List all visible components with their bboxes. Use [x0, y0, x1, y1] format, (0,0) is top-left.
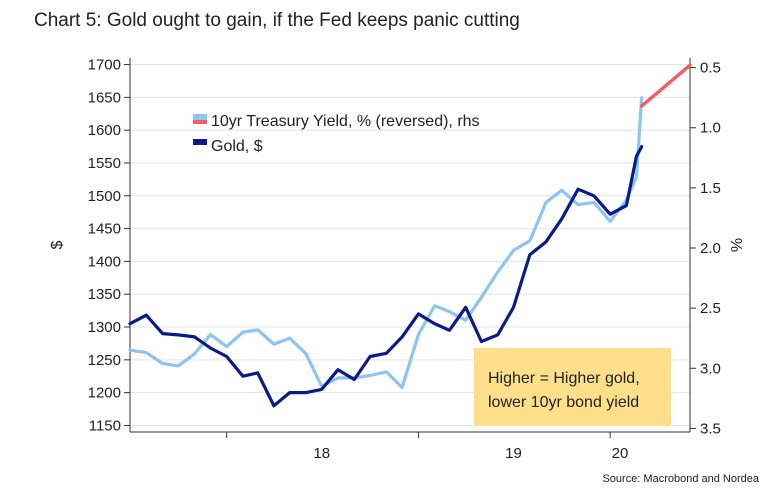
y-axis-right-label: %: [729, 238, 746, 252]
axes: [129, 58, 691, 433]
legend-swatch: [193, 139, 207, 145]
annotation-box: Higher = Higher gold, lower 10yr bond yie…: [474, 348, 671, 426]
y-tick-label: 1700: [88, 57, 121, 74]
source-note: Source: Macrobond and Nordea: [602, 473, 759, 485]
y-axis-left-ticks: 1150 1200 1250 1300 1350 1400 1450 1500 1550 1600…: [88, 57, 130, 434]
x-tick-label: 19: [505, 445, 522, 462]
y-right-tick-label: 3.5: [700, 420, 721, 437]
y-right-tick-label: 1.0: [700, 120, 721, 137]
y-right-tick-label: 2.5: [700, 300, 721, 317]
x-tick-label: 18: [313, 445, 330, 462]
annotation-background: [474, 348, 671, 426]
y-tick-label: 1600: [88, 122, 121, 139]
y-tick-label: 1400: [88, 253, 121, 270]
y-tick-label: 1500: [88, 188, 121, 205]
series-lines: [128, 63, 692, 408]
x-axis-ticks: 18 19 20: [226, 432, 629, 462]
y-tick-label: 1250: [88, 352, 121, 369]
legend-swatch: [193, 114, 207, 120]
y-tick-label: 1350: [88, 286, 121, 303]
legend-swatch-projection: [193, 120, 207, 124]
y-right-tick-label: 0.5: [700, 60, 721, 77]
legend-label: Gold, $: [211, 138, 263, 155]
annotation-text: lower 10yr bond yield: [488, 394, 639, 411]
gold-line: [128, 145, 644, 408]
projection-line: [639, 63, 692, 108]
legend: 10yr Treasury Yield, % (reversed), rhs Go…: [193, 113, 480, 155]
y-tick-label: 1550: [88, 155, 121, 172]
y-tick-label: 1200: [88, 385, 121, 402]
y-tick-label: 1150: [89, 417, 121, 434]
y-axis-right-ticks: 0.5 1.0 1.5 2.0 2.5 3.0 3.5: [690, 60, 721, 437]
y-right-tick-label: 2.0: [700, 240, 721, 257]
y-right-tick-label: 1.5: [700, 180, 721, 197]
y-axis-left-label: $: [49, 240, 66, 249]
legend-label: 10yr Treasury Yield, % (reversed), rhs: [211, 113, 480, 130]
y-tick-label: 1650: [88, 89, 121, 106]
annotation-text: Higher = Higher gold,: [488, 370, 640, 387]
yield-line: [128, 96, 644, 390]
y-tick-label: 1300: [88, 319, 121, 336]
x-tick-label: 20: [612, 445, 629, 462]
y-tick-label: 1450: [88, 221, 121, 238]
chart-title: Chart 5: Gold ought to gain, if the Fed …: [34, 10, 520, 31]
y-right-tick-label: 3.0: [700, 360, 721, 377]
